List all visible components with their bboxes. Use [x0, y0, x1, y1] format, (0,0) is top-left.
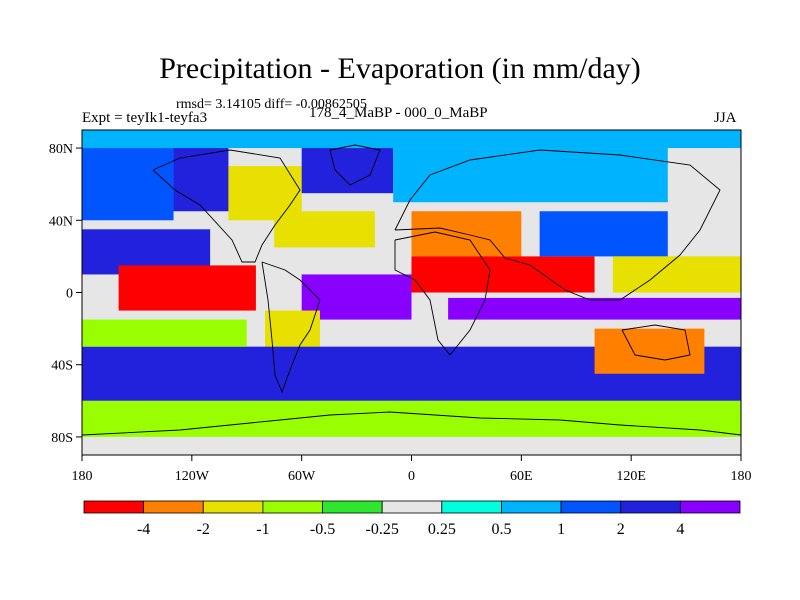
colorbar-label: 1	[557, 521, 565, 538]
region-asian-monsoon	[539, 211, 668, 257]
colorbar-swatch	[262, 500, 323, 514]
region-australia-region	[594, 328, 705, 374]
colorbar-swatch	[441, 500, 502, 514]
colorbar-swatch	[560, 500, 622, 514]
region-south-indian-pacific-wet	[448, 297, 741, 320]
x-tick-label: 60E	[510, 469, 533, 484]
colorbar-swatch	[143, 500, 204, 514]
colorbar-label: 4	[676, 521, 684, 538]
y-axis: 80N 40N 0 40S 80S	[49, 142, 82, 446]
period-label: 178_4_MaBP - 000_0_MaBP	[309, 105, 488, 121]
region-antarctic-interior	[82, 436, 741, 455]
y-tick-label: 0	[66, 287, 73, 302]
region-tropical-africa-arabia	[411, 256, 595, 293]
colorbar-swatch	[501, 500, 562, 514]
chart-title: Precipitation - Evaporation (in mm/day)	[159, 52, 641, 85]
coastline-antarctica	[82, 411, 741, 436]
colorbar-swatch	[381, 500, 443, 514]
x-tick-label: 0	[408, 469, 415, 484]
region-equatorial-atlantic	[301, 274, 412, 320]
coastline-eurasia	[394, 149, 721, 301]
x-tick-label: 180	[72, 469, 93, 484]
field-layer	[82, 130, 741, 455]
x-tick-label: 120E	[616, 469, 646, 484]
colorbar-label: -0.25	[366, 521, 399, 538]
colorbar-label: 2	[617, 521, 625, 538]
coastline-layer	[82, 144, 741, 436]
colorbar-label: 0.5	[491, 521, 511, 538]
colorbar-label: -1	[256, 521, 269, 538]
season-label: JJA	[714, 110, 737, 126]
region-south-pacific-subtropics	[82, 319, 247, 347]
colorbar-swatch	[322, 500, 383, 514]
region-north-atlantic-subtropical	[274, 211, 375, 248]
region-central-pacific-dry-belt	[118, 265, 256, 311]
y-tick-label: 80S	[51, 431, 73, 446]
y-tick-label: 80N	[49, 142, 73, 157]
coastline-north-america	[152, 149, 301, 263]
region-north-atlantic-high	[301, 148, 394, 194]
coastline-africa	[394, 231, 491, 356]
region-north-polar-cap	[82, 130, 741, 149]
y-tick-label: 40N	[49, 214, 73, 229]
colorbar-label: -2	[197, 521, 210, 538]
colorbar-swatch	[83, 500, 145, 514]
x-tick-label: 180	[731, 469, 752, 484]
experiment-label: Expt = teyIk1-teyfa3	[82, 110, 208, 126]
colorbar-label: -0.5	[310, 521, 335, 538]
x-tick-label: 60W	[288, 469, 316, 484]
colorbar-label: -4	[137, 521, 150, 538]
region-eurasia-north	[393, 148, 668, 203]
region-antarctic-coast	[82, 400, 741, 437]
colorbar-swatch	[620, 500, 681, 514]
coastline-south-america	[261, 261, 321, 394]
coastline-australia	[621, 324, 691, 361]
x-axis: 180 120W 60W 0 60E 120E 180	[72, 455, 752, 484]
coastline-greenland	[329, 144, 381, 186]
colorbar: -4 -2 -1 -0.5 -0.25 0.25 0.5 1 2 4	[83, 500, 741, 538]
region-north-pacific-subpolar	[82, 148, 174, 221]
region-north-pacific-east	[173, 148, 229, 212]
region-west-pacific-tropics	[612, 256, 741, 293]
colorbar-label: 0.25	[428, 521, 456, 538]
colorbar-swatch	[679, 500, 741, 514]
y-tick-label: 40S	[51, 359, 73, 374]
colorbar-swatch	[202, 500, 264, 514]
stats-label: rmsd= 3.14105 diff= -0.00862505	[176, 97, 367, 112]
x-tick-label: 120W	[175, 469, 210, 484]
